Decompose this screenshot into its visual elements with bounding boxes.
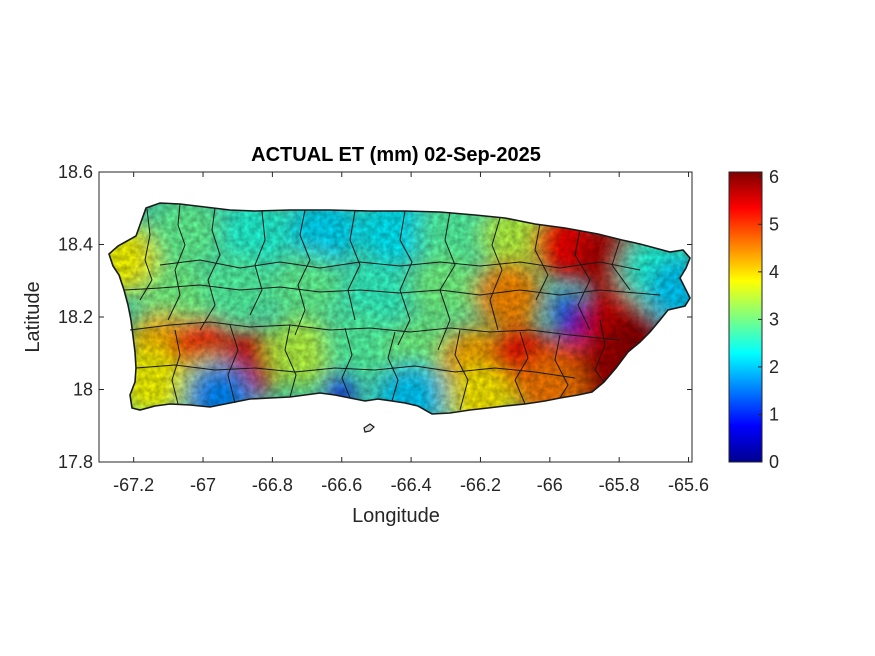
municipality-boundary (227, 324, 239, 404)
municipality-boundary (397, 210, 413, 346)
colorbar-tick-label: 1 (769, 404, 779, 424)
colorbar-tick-label: 0 (769, 452, 779, 472)
offshore-islet (363, 423, 375, 433)
municipality-boundary (454, 329, 469, 411)
island-outline (108, 202, 691, 415)
x-tick-label: -66.4 (391, 475, 432, 495)
municipality-boundary (534, 223, 549, 301)
municipality-boundary (249, 210, 266, 316)
municipality-boundary (167, 203, 186, 321)
colorbar-tick-label: 2 (769, 357, 779, 377)
x-tick-label: -66.2 (460, 475, 501, 495)
municipality-boundary (129, 321, 621, 341)
y-tick-label: 18 (73, 380, 93, 400)
municipality-boundary (139, 208, 153, 301)
municipality-boundary (159, 259, 641, 271)
municipality-boundaries (123, 203, 661, 411)
x-tick-label: -67 (190, 475, 216, 495)
y-axis-ticks: 17.8 18 18.2 18.4 18.6 (58, 162, 692, 472)
municipality-boundary (123, 284, 661, 296)
x-tick-label: -67.2 (113, 475, 154, 495)
chart-title: ACTUAL ET (mm) 02-Sep-2025 (251, 144, 541, 166)
x-tick-label: -66.8 (252, 475, 293, 495)
colorbar-tick-label: 4 (769, 262, 779, 282)
x-tick-label: -66.6 (321, 475, 362, 495)
x-tick-label: -66 (537, 475, 563, 495)
colorbar-tick-label: 6 (769, 167, 779, 187)
municipality-boundary (387, 331, 399, 402)
municipality-boundary (294, 209, 311, 336)
y-axis-label: Latitude (22, 281, 44, 352)
y-tick-label: 18.4 (58, 235, 93, 255)
municipality-boundary (171, 329, 181, 405)
colorbar-tick-label: 3 (769, 309, 779, 329)
municipality-boundary (437, 211, 456, 351)
municipality-boundary (554, 334, 569, 399)
y-tick-label: 18.6 (58, 162, 93, 182)
x-axis-label: Longitude (352, 505, 440, 527)
x-tick-label: -65.8 (599, 475, 640, 495)
municipality-boundary (489, 217, 503, 331)
municipality-boundary (514, 331, 529, 405)
municipality-boundary (341, 327, 353, 399)
colorbar (728, 171, 763, 463)
x-tick-label: -65.6 (668, 475, 709, 495)
municipality-boundary (574, 229, 591, 331)
y-tick-label: 18.2 (58, 307, 93, 327)
municipality-boundary (199, 207, 221, 331)
municipality-boundary (611, 239, 631, 291)
municipality-boundary (284, 324, 297, 398)
municipality-boundary (135, 364, 576, 379)
heatmap-texture (109, 203, 690, 414)
municipality-boundary (594, 319, 606, 383)
x-axis-ticks: -67.2 -67 -66.8 -66.6 -66.4 -66.2 -66 -65.8 -65.… (113, 172, 709, 495)
municipality-boundary (347, 210, 361, 321)
y-tick-label: 17.8 (58, 452, 93, 472)
colorbar-ticks: 0 1 2 3 4 5 6 (758, 167, 779, 472)
colorbar-tick-label: 5 (769, 214, 779, 234)
